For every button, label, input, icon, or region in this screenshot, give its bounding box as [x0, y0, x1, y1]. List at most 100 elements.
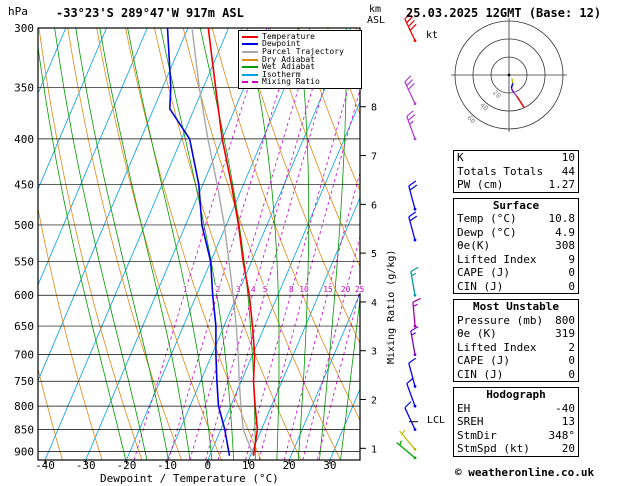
pressure-axis-unit: hPa [8, 5, 28, 18]
hodograph-ring-label: 60 [465, 114, 477, 126]
isotherm-line [38, 28, 189, 382]
hodograph-trace-segment [513, 91, 518, 97]
mixing-ratio-line [133, 28, 268, 460]
stat-value: 0 [568, 354, 575, 367]
pressure-tick-label: 650 [14, 320, 34, 333]
wet-adiabat-line [297, 28, 310, 460]
hodograph-trace-segment [516, 95, 525, 109]
stats-table-title: Most Unstable [472, 300, 560, 313]
stat-value: -40 [555, 401, 575, 415]
temperature-curve [207, 28, 259, 456]
legend-swatch [242, 73, 258, 76]
stat-value: 319 [555, 327, 575, 340]
altitude-axis-unit-asl: ASL [367, 15, 386, 26]
stat-value: 0 [568, 279, 575, 293]
parcel-trajectory-curve [191, 28, 255, 457]
dry-adiabat-line [67, 28, 182, 460]
copyright: © weatheronline.co.uk [455, 466, 595, 479]
km-tick-label: 7 [371, 152, 377, 163]
km-tick-label: 5 [371, 249, 377, 260]
temperature-tick-label: -40 [35, 459, 55, 472]
stats-row: θe (K) 319 [454, 327, 578, 341]
altitude-axis-unit: km [369, 4, 382, 15]
dry-adiabat-line [182, 28, 341, 460]
wind-barb [404, 401, 417, 431]
dry-adiabat-line [154, 28, 302, 460]
temperature-tick-label: 10 [242, 459, 255, 472]
stat-label: Totals Totals [457, 164, 544, 178]
wind-barb [404, 75, 417, 106]
hodograph-ring-label: 20 [491, 88, 503, 100]
legend-item: Dewpoint [242, 40, 358, 49]
wind-barb [399, 429, 417, 451]
km-tick-label: 4 [371, 298, 377, 309]
sounding-profiles [166, 28, 259, 457]
dry-adiabat-line [96, 28, 222, 460]
stat-value: 2 [568, 340, 575, 354]
legend-swatch [242, 66, 258, 69]
hodograph-origin-dot [507, 73, 511, 77]
wind-barb [406, 110, 417, 141]
km-tick-label: 6 [371, 200, 377, 211]
hodograph-trace-segment [511, 78, 514, 84]
dry-adiabat-line [211, 28, 360, 422]
legend: Temperature Dewpoint Parcel Trajectory Dry … [238, 30, 362, 90]
stats-row: CIN (J) 0 [454, 280, 578, 294]
hodograph-trace-segment [510, 82, 514, 89]
stats-table: Surface Temp (°C) 10.8 Dewp (°C) 4.9 θe(K) 308… [453, 197, 579, 294]
stat-label: CIN (J) [457, 279, 504, 293]
stat-value: 348° [548, 428, 576, 442]
stats-row: Pressure (mb) 800 [454, 314, 578, 328]
stat-value: 0 [568, 266, 575, 279]
isotherm-line [44, 28, 229, 460]
mixing-ratio-value: 8 [289, 285, 294, 294]
mixing-ratio-line [205, 28, 331, 460]
mixing-ratio-line [258, 88, 360, 460]
temperature-tick-label: -20 [116, 459, 136, 472]
mixing-ratio-value: 15 [323, 285, 333, 294]
mixing-ratio-value: 5 [263, 285, 268, 294]
stat-label: StmDir [457, 428, 497, 442]
mixing-ratio-line [189, 28, 317, 460]
legend-label: Mixing Ratio [262, 77, 320, 87]
mixing-ratio-line [283, 171, 360, 460]
stat-label: θe(K) [457, 239, 491, 252]
legend-swatch [242, 58, 258, 61]
plot-frame: 300350400450500550600650700750800850900-… [14, 22, 418, 472]
legend-label: Temperature [262, 31, 315, 41]
mixing-ratio-line [317, 288, 360, 460]
stat-label: CIN (J) [457, 367, 504, 381]
dry-adiabat-line [38, 206, 103, 460]
wet-adiabat-line [199, 28, 256, 460]
stats-row: Totals Totals 44 [454, 165, 578, 179]
stat-value: 1.27 [548, 178, 576, 191]
stats-table-title: Surface [492, 198, 540, 212]
wind-barb [408, 180, 418, 211]
legend-item: Dry Adiabat [242, 55, 358, 64]
wet-adiabat-line [160, 28, 234, 460]
stat-value: 9 [568, 252, 575, 266]
stat-value: 10 [561, 151, 575, 164]
stat-label: CAPE (J) [457, 266, 510, 279]
hodograph-unit-label: kt [426, 30, 439, 41]
stat-label: K [457, 151, 464, 164]
stat-label: SREH [457, 415, 484, 428]
temperature-tick-label: -30 [76, 459, 96, 472]
km-tick-label: 2 [371, 396, 377, 407]
km-tick-label: 8 [371, 103, 377, 114]
dry-adiabat-line [38, 28, 143, 460]
temperature-tick-label: 20 [283, 459, 296, 472]
legend-swatch [242, 43, 258, 46]
wet-adiabat-line [38, 43, 127, 460]
stats-row: K 10 [454, 151, 578, 165]
stat-label: θe (K) [457, 327, 497, 340]
mixing-ratio-value: 10 [299, 285, 309, 294]
mixing-ratio-line [217, 28, 342, 460]
stats-table: Hodograph EH -40 SREH 13 StmDir 348° StmSpd (kt… [453, 387, 579, 457]
stats-row: θe(K) 308 [454, 239, 578, 253]
wind-barb [408, 357, 417, 388]
stats-row: CAPE (J) 0 [454, 354, 578, 368]
